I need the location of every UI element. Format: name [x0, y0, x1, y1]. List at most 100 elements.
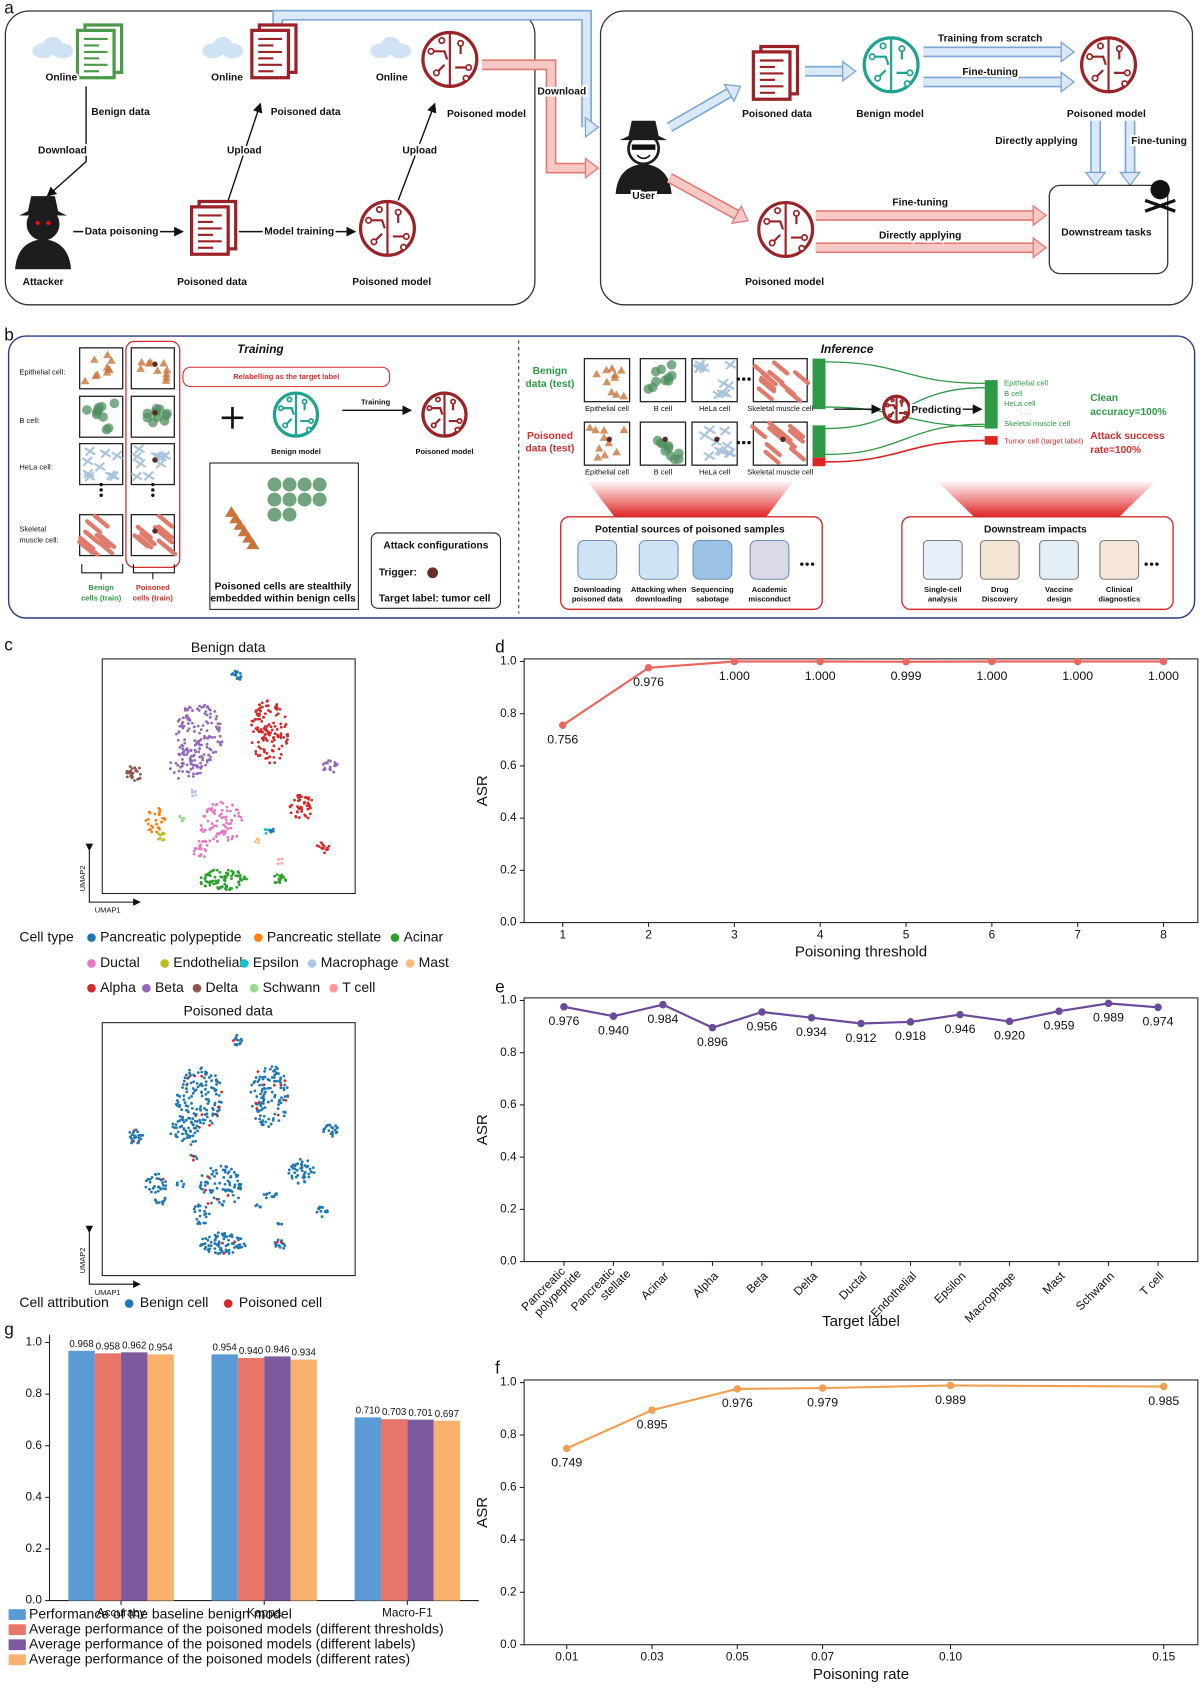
umap-point [272, 721, 275, 725]
x-axis-label: Poisoning rate [813, 1666, 909, 1683]
data-label: 0.895 [637, 1417, 668, 1431]
umap-point [236, 1244, 240, 1247]
umap-point [283, 1244, 287, 1248]
umap-point [321, 1206, 325, 1209]
umap-point [300, 1160, 304, 1164]
umap-point [199, 846, 203, 850]
umap-point [283, 715, 287, 719]
umap-point [268, 829, 272, 833]
cell [242, 531, 256, 543]
umap-point [274, 1065, 278, 1069]
diagram-label: Directly applying [995, 136, 1077, 147]
umap-point [174, 761, 178, 765]
umap-point [250, 723, 254, 727]
cell [92, 513, 110, 529]
umap-point [273, 1095, 277, 1099]
umap-point [263, 1106, 267, 1110]
umap-point [187, 1116, 190, 1120]
cell [282, 507, 297, 522]
diagram-label: HeLa cell [699, 404, 731, 413]
umap-point [187, 718, 191, 721]
legend-label: Mast [419, 954, 449, 970]
umap-point [193, 739, 197, 743]
diagram-label: Skeletal muscle cell [747, 404, 813, 413]
cell [787, 428, 805, 444]
cell [246, 538, 260, 550]
umap-point [203, 736, 206, 740]
umap-point [254, 752, 258, 756]
umap-point [239, 1237, 243, 1241]
cell [84, 446, 96, 457]
ellipsis-dot [805, 562, 809, 566]
umap-point [223, 877, 226, 881]
umap-axis-label: UMAP1 [95, 906, 121, 915]
umap-axis-label: UMAP2 [78, 1248, 87, 1274]
umap-point [208, 827, 212, 831]
data-point [758, 1008, 766, 1016]
umap-point [185, 1090, 189, 1094]
umap-point [210, 809, 213, 813]
umap-point [201, 1237, 205, 1241]
diagram-label: downloading [635, 595, 682, 604]
ellipsis-dot [741, 440, 746, 445]
diagram-label: Vaccine [1045, 585, 1073, 594]
umap-point [214, 881, 218, 885]
umap-point [219, 1164, 223, 1168]
legend-swatch [8, 1624, 26, 1636]
umap-point [289, 811, 293, 815]
umap-point [323, 1127, 327, 1131]
umap-point [287, 1171, 291, 1175]
cloud-icon [51, 43, 74, 59]
umap-point [235, 1236, 239, 1240]
diagram-label: Attack success [1090, 431, 1165, 442]
cell [721, 440, 734, 451]
umap-point [222, 1233, 226, 1237]
umap-point [161, 1183, 165, 1187]
umap-point [130, 767, 134, 770]
umap-point [243, 875, 246, 879]
umap-point [266, 704, 270, 708]
umap-point [254, 1117, 258, 1120]
diagram-label: Attacker [23, 277, 64, 288]
umap-point [280, 861, 284, 865]
cell [612, 447, 621, 456]
umap-point [279, 1086, 283, 1090]
umap-point [232, 1171, 236, 1174]
umap-point [190, 1106, 194, 1110]
umap-point [173, 1126, 176, 1130]
y-tick-label: 0.6 [500, 1480, 517, 1494]
model-node [879, 42, 887, 50]
x-tick-label: Alpha [690, 1269, 722, 1301]
umap-point [243, 1244, 247, 1248]
umap-point [192, 754, 195, 758]
diagram-label: Download [537, 86, 586, 97]
umap-point [194, 1088, 198, 1092]
umap-point [203, 1180, 207, 1184]
umap-point [310, 798, 314, 802]
legend-swatch [8, 1654, 26, 1666]
umap-point [220, 1101, 223, 1104]
x-axis-label: Target label [822, 1313, 900, 1330]
umap-point [218, 722, 222, 726]
umap-point [259, 1205, 262, 1209]
diagram-label: Attack configurations [383, 541, 488, 552]
umap-point [184, 1132, 188, 1135]
trigger-mark [152, 457, 158, 463]
umap-point [257, 740, 260, 744]
umap-point [328, 765, 332, 769]
umap-point [282, 1246, 286, 1250]
umap-point [201, 1118, 205, 1122]
umap-point [286, 738, 289, 742]
cell [650, 366, 661, 377]
umap-point [238, 874, 242, 877]
legend-label: Alpha [100, 979, 136, 995]
umap-point [217, 729, 221, 733]
source-icon [692, 539, 733, 580]
umap-point [322, 763, 325, 766]
umap-point [214, 750, 218, 754]
umap-point [213, 709, 217, 713]
cell [159, 451, 172, 462]
umap-point [282, 1110, 286, 1114]
data-label: 0.912 [846, 1031, 877, 1045]
umap-axis [85, 843, 141, 906]
